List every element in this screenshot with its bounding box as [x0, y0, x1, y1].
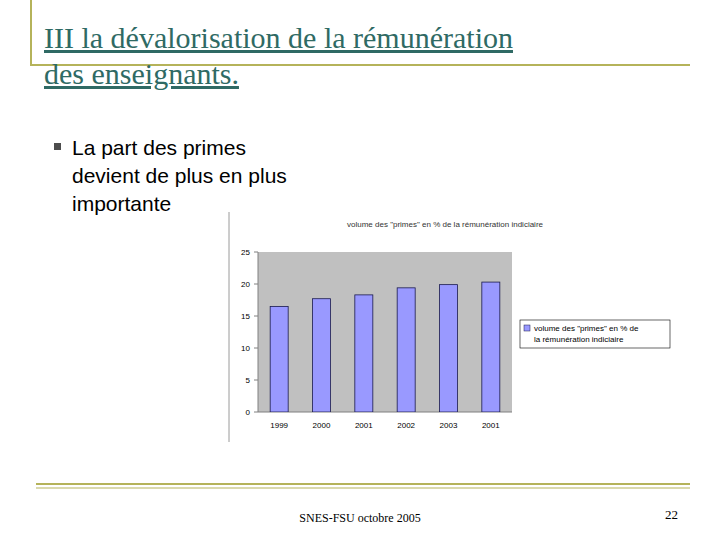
- y-tick: [254, 348, 258, 349]
- plot-area: [258, 252, 512, 412]
- y-tick-label: 15: [241, 312, 250, 321]
- legend: volume des "primes" en % de la rémunérati…: [520, 320, 670, 348]
- frame-line: [36, 488, 690, 489]
- y-tick: [254, 412, 258, 413]
- slide-title: III la dévalorisation de la rémunération: [44, 21, 513, 54]
- y-tick-label: 0: [246, 408, 251, 417]
- bar: [440, 285, 458, 412]
- legend-line: volume des "primes" en % de: [534, 324, 639, 333]
- bar: [355, 295, 373, 412]
- y-tick-label: 5: [246, 376, 251, 385]
- bullet-text: devient de plus en plus: [72, 164, 287, 187]
- slide: III la dévalorisation de la rémunération…: [0, 0, 720, 540]
- bar: [313, 299, 331, 412]
- x-tick-label: 2003: [440, 421, 458, 430]
- y-tick-label: 25: [241, 248, 250, 257]
- y-tick: [254, 316, 258, 317]
- slide-title: des enseignants.: [44, 57, 239, 90]
- y-tick-label: 10: [241, 344, 250, 353]
- y-tick: [254, 252, 258, 253]
- x-tick-label: 2001: [482, 421, 500, 430]
- chart-area: [228, 210, 672, 442]
- frame-line: [36, 483, 690, 485]
- bar: [482, 282, 500, 412]
- bullet-marker: [54, 143, 61, 150]
- page-number: 22: [665, 507, 678, 522]
- legend-swatch: [524, 325, 530, 331]
- bullet-text: importante: [72, 192, 171, 215]
- y-tick: [254, 380, 258, 381]
- chart-border: [229, 212, 230, 442]
- legend-box: [520, 320, 670, 348]
- x-axis: [258, 412, 512, 413]
- slide-canvas: III la dévalorisation de la rémunération…: [0, 0, 720, 540]
- y-tick-label: 20: [241, 280, 250, 289]
- x-tick-label: 2000: [313, 421, 331, 430]
- chart-title: volume des "primes" en % de la rémunérat…: [347, 220, 544, 229]
- y-axis: [258, 252, 259, 412]
- bars: [270, 282, 500, 412]
- x-tick-label: 1999: [270, 421, 288, 430]
- x-tick-label: 2002: [397, 421, 415, 430]
- bar: [397, 288, 415, 412]
- chart: volume des "primes" en % de la rémunérat…: [228, 210, 672, 442]
- bar: [270, 306, 288, 412]
- y-tick: [254, 284, 258, 285]
- footer: SNES-FSU octobre 2005: [299, 511, 420, 525]
- bullet-text: La part des primes: [72, 136, 246, 159]
- legend-line: la rémunération indiciaire: [534, 335, 624, 344]
- frame-line: [30, 0, 32, 66]
- x-tick-label: 2001: [355, 421, 373, 430]
- legend-label: volume des "primes" en % de la rémunérati…: [534, 324, 639, 344]
